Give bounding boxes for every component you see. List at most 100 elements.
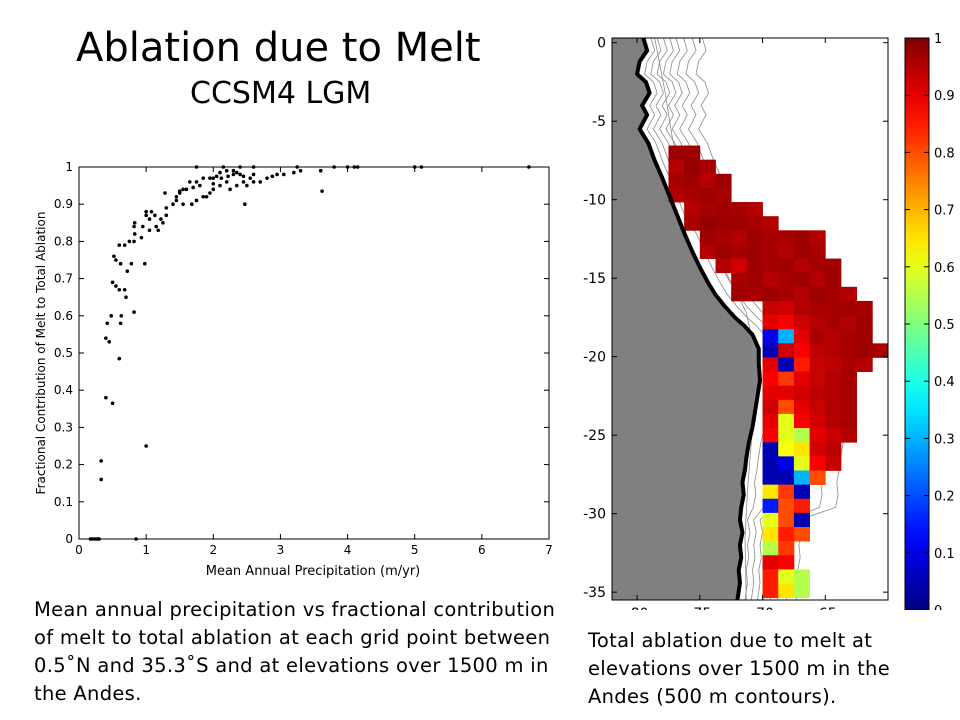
map-land (612, 38, 761, 600)
heatmap-cell (746, 258, 763, 274)
heatmap-cell (762, 244, 779, 259)
data-point (251, 180, 256, 184)
data-point (275, 172, 279, 177)
heatmap-cell (762, 216, 779, 231)
colorbar: 0 0.1 0.2 0.3 0.4 0.5 0.6 0.7 0.8 0.9 1 (904, 32, 955, 610)
coastline (635, 37, 763, 601)
data-point (177, 191, 182, 195)
lat-tick-label: -30 (583, 507, 606, 523)
heatmap-cell (825, 442, 842, 457)
heatmap-cell (840, 343, 858, 358)
scatter-axes-box (78, 166, 550, 540)
colorbar-tick-label: 0.3 (934, 432, 955, 447)
heatmap-cell (684, 159, 701, 175)
heatmap-cell (840, 357, 858, 372)
data-point (143, 261, 147, 266)
data-point (159, 217, 163, 221)
heatmap-cell (809, 413, 826, 429)
heatmap-cell (793, 428, 810, 443)
heatmap-cell (699, 187, 716, 203)
data-point (211, 181, 216, 186)
lon-tick-label: -65 (814, 606, 837, 610)
heatmap-cell (778, 343, 795, 358)
heatmap-cell (699, 202, 716, 217)
heatmap-cell (856, 357, 873, 372)
heatmap-cell (762, 428, 779, 443)
heatmap-cell (856, 343, 873, 358)
heatmap-cell (840, 329, 858, 344)
heatmap-cell (778, 442, 795, 457)
heatmap-cell (793, 484, 810, 500)
map-ticks: -80 -75 -70 -65 0 -5 -10 -15 -20 -25 -30 -35 (583, 36, 888, 610)
heatmap-cell (778, 244, 795, 259)
data-point (127, 239, 132, 244)
heatmap-cell (762, 385, 779, 401)
heatmap-cell (668, 159, 685, 175)
heatmap-cell (699, 216, 716, 231)
elevation-contour (650, 37, 783, 601)
data-point (318, 168, 323, 173)
heatmap-cell (778, 329, 795, 344)
colorbar-tick-label: 0.1 (934, 547, 955, 562)
heatmap-cell (793, 371, 810, 387)
data-point (132, 224, 136, 229)
heatmap-cell (793, 385, 810, 401)
data-point (527, 165, 531, 169)
heatmap-cell (809, 399, 826, 415)
data-point (174, 198, 179, 203)
data-point (419, 165, 424, 169)
heatmap-cell (809, 258, 826, 274)
heatmap-cell (778, 498, 795, 514)
heatmap-cell (762, 484, 779, 500)
heatmap-cell (809, 230, 826, 245)
data-point (163, 191, 167, 195)
heatmap-cell (793, 230, 810, 245)
heatmap-cell (809, 357, 826, 372)
data-point (124, 295, 128, 299)
heatmap-cell (793, 470, 810, 486)
scatter-x-label: Mean Annual Precipitation (m/yr) (206, 564, 421, 579)
heatmap-cell (809, 371, 826, 387)
heatmap-cell (793, 258, 810, 274)
heatmap-cell (762, 399, 779, 415)
heatmap-cell (809, 385, 826, 401)
data-point (224, 168, 229, 173)
heatmap-cell (762, 555, 779, 570)
heatmap-cell (793, 583, 810, 599)
heatmap-cell (684, 187, 701, 203)
heatmap-cell (762, 258, 779, 274)
x-tick-label: 2 (209, 543, 217, 557)
data-point (122, 243, 127, 247)
x-tick-label: 6 (478, 543, 486, 557)
heatmap-cell (793, 527, 810, 542)
data-point (258, 180, 263, 184)
heatmap-cell (715, 216, 732, 231)
heatmap-cell (715, 187, 732, 203)
land-area (612, 38, 761, 600)
x-tick-label: 4 (344, 543, 352, 557)
data-point (132, 232, 137, 236)
heatmap-cell (762, 230, 779, 245)
heatmap-cell (793, 286, 810, 302)
heatmap-cell (684, 145, 701, 161)
slide-subtitle: CCSM4 LGM (190, 76, 372, 111)
data-point (194, 165, 199, 169)
heatmap-cell (778, 385, 795, 401)
heatmap-cell (809, 343, 826, 358)
data-point (161, 221, 165, 225)
heatmap-cell (778, 371, 795, 387)
heatmap-cell (809, 286, 826, 302)
lat-tick-label: -10 (583, 193, 606, 209)
data-point (194, 180, 199, 184)
heatmap-cell (809, 244, 826, 259)
data-point (218, 170, 222, 175)
heatmap-cell (668, 173, 685, 189)
data-point (238, 172, 242, 177)
heatmap-cell (762, 343, 779, 358)
data-point (144, 209, 148, 214)
data-point (109, 314, 114, 318)
heatmap-cell (762, 569, 779, 584)
data-point (231, 168, 236, 173)
data-point (228, 187, 232, 192)
heatmap-cell (668, 145, 685, 161)
